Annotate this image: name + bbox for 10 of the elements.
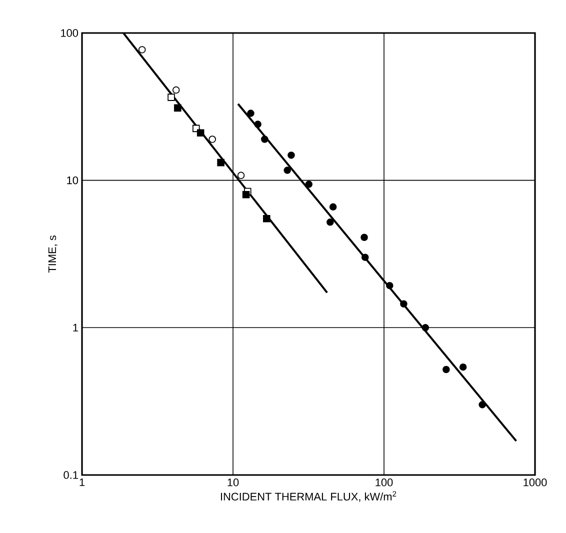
x-tick-label: 100 <box>376 478 393 486</box>
x-axis-title: INCIDENT THERMAL FLUX, kW/m$^{2}$ <box>220 491 396 502</box>
y-tick-label: 0.1 <box>64 471 78 479</box>
x-tick-label: 1 <box>80 478 85 486</box>
y-tick-label: 100 <box>61 29 78 37</box>
y-tick-label: 10 <box>67 176 78 184</box>
y-axis-title: TIME, s <box>48 236 58 273</box>
x-tick-label: 10 <box>228 478 239 486</box>
y-tick-label: 1 <box>73 324 78 332</box>
x-tick-label: 1000 <box>524 478 547 486</box>
